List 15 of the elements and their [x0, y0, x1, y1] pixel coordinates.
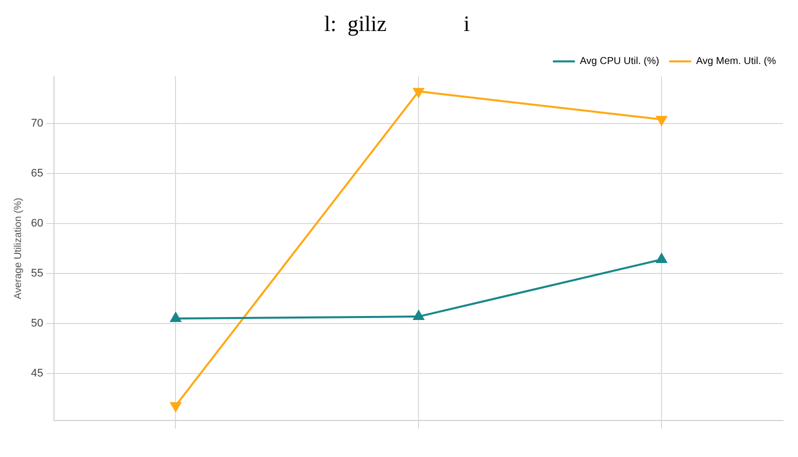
y-tick-label: 60	[30, 218, 44, 230]
y-tick-label: 45	[30, 368, 44, 380]
y-tick-label: 65	[30, 167, 44, 180]
point	[413, 88, 424, 98]
point	[656, 254, 667, 264]
point	[413, 310, 424, 320]
y-tick-label: 70	[30, 117, 44, 130]
y-tick-label: 50	[30, 318, 44, 330]
legend-label: Avg Mem. Util. (%	[696, 56, 776, 68]
point	[170, 312, 182, 322]
point	[656, 116, 667, 126]
legend-label: Avg CPU Util. (%)	[580, 56, 660, 68]
chart-title: l: giliz i	[324, 10, 470, 36]
y-tick-label: 55	[30, 268, 44, 280]
y-axis-title: Average Utilization (%)	[12, 198, 24, 300]
